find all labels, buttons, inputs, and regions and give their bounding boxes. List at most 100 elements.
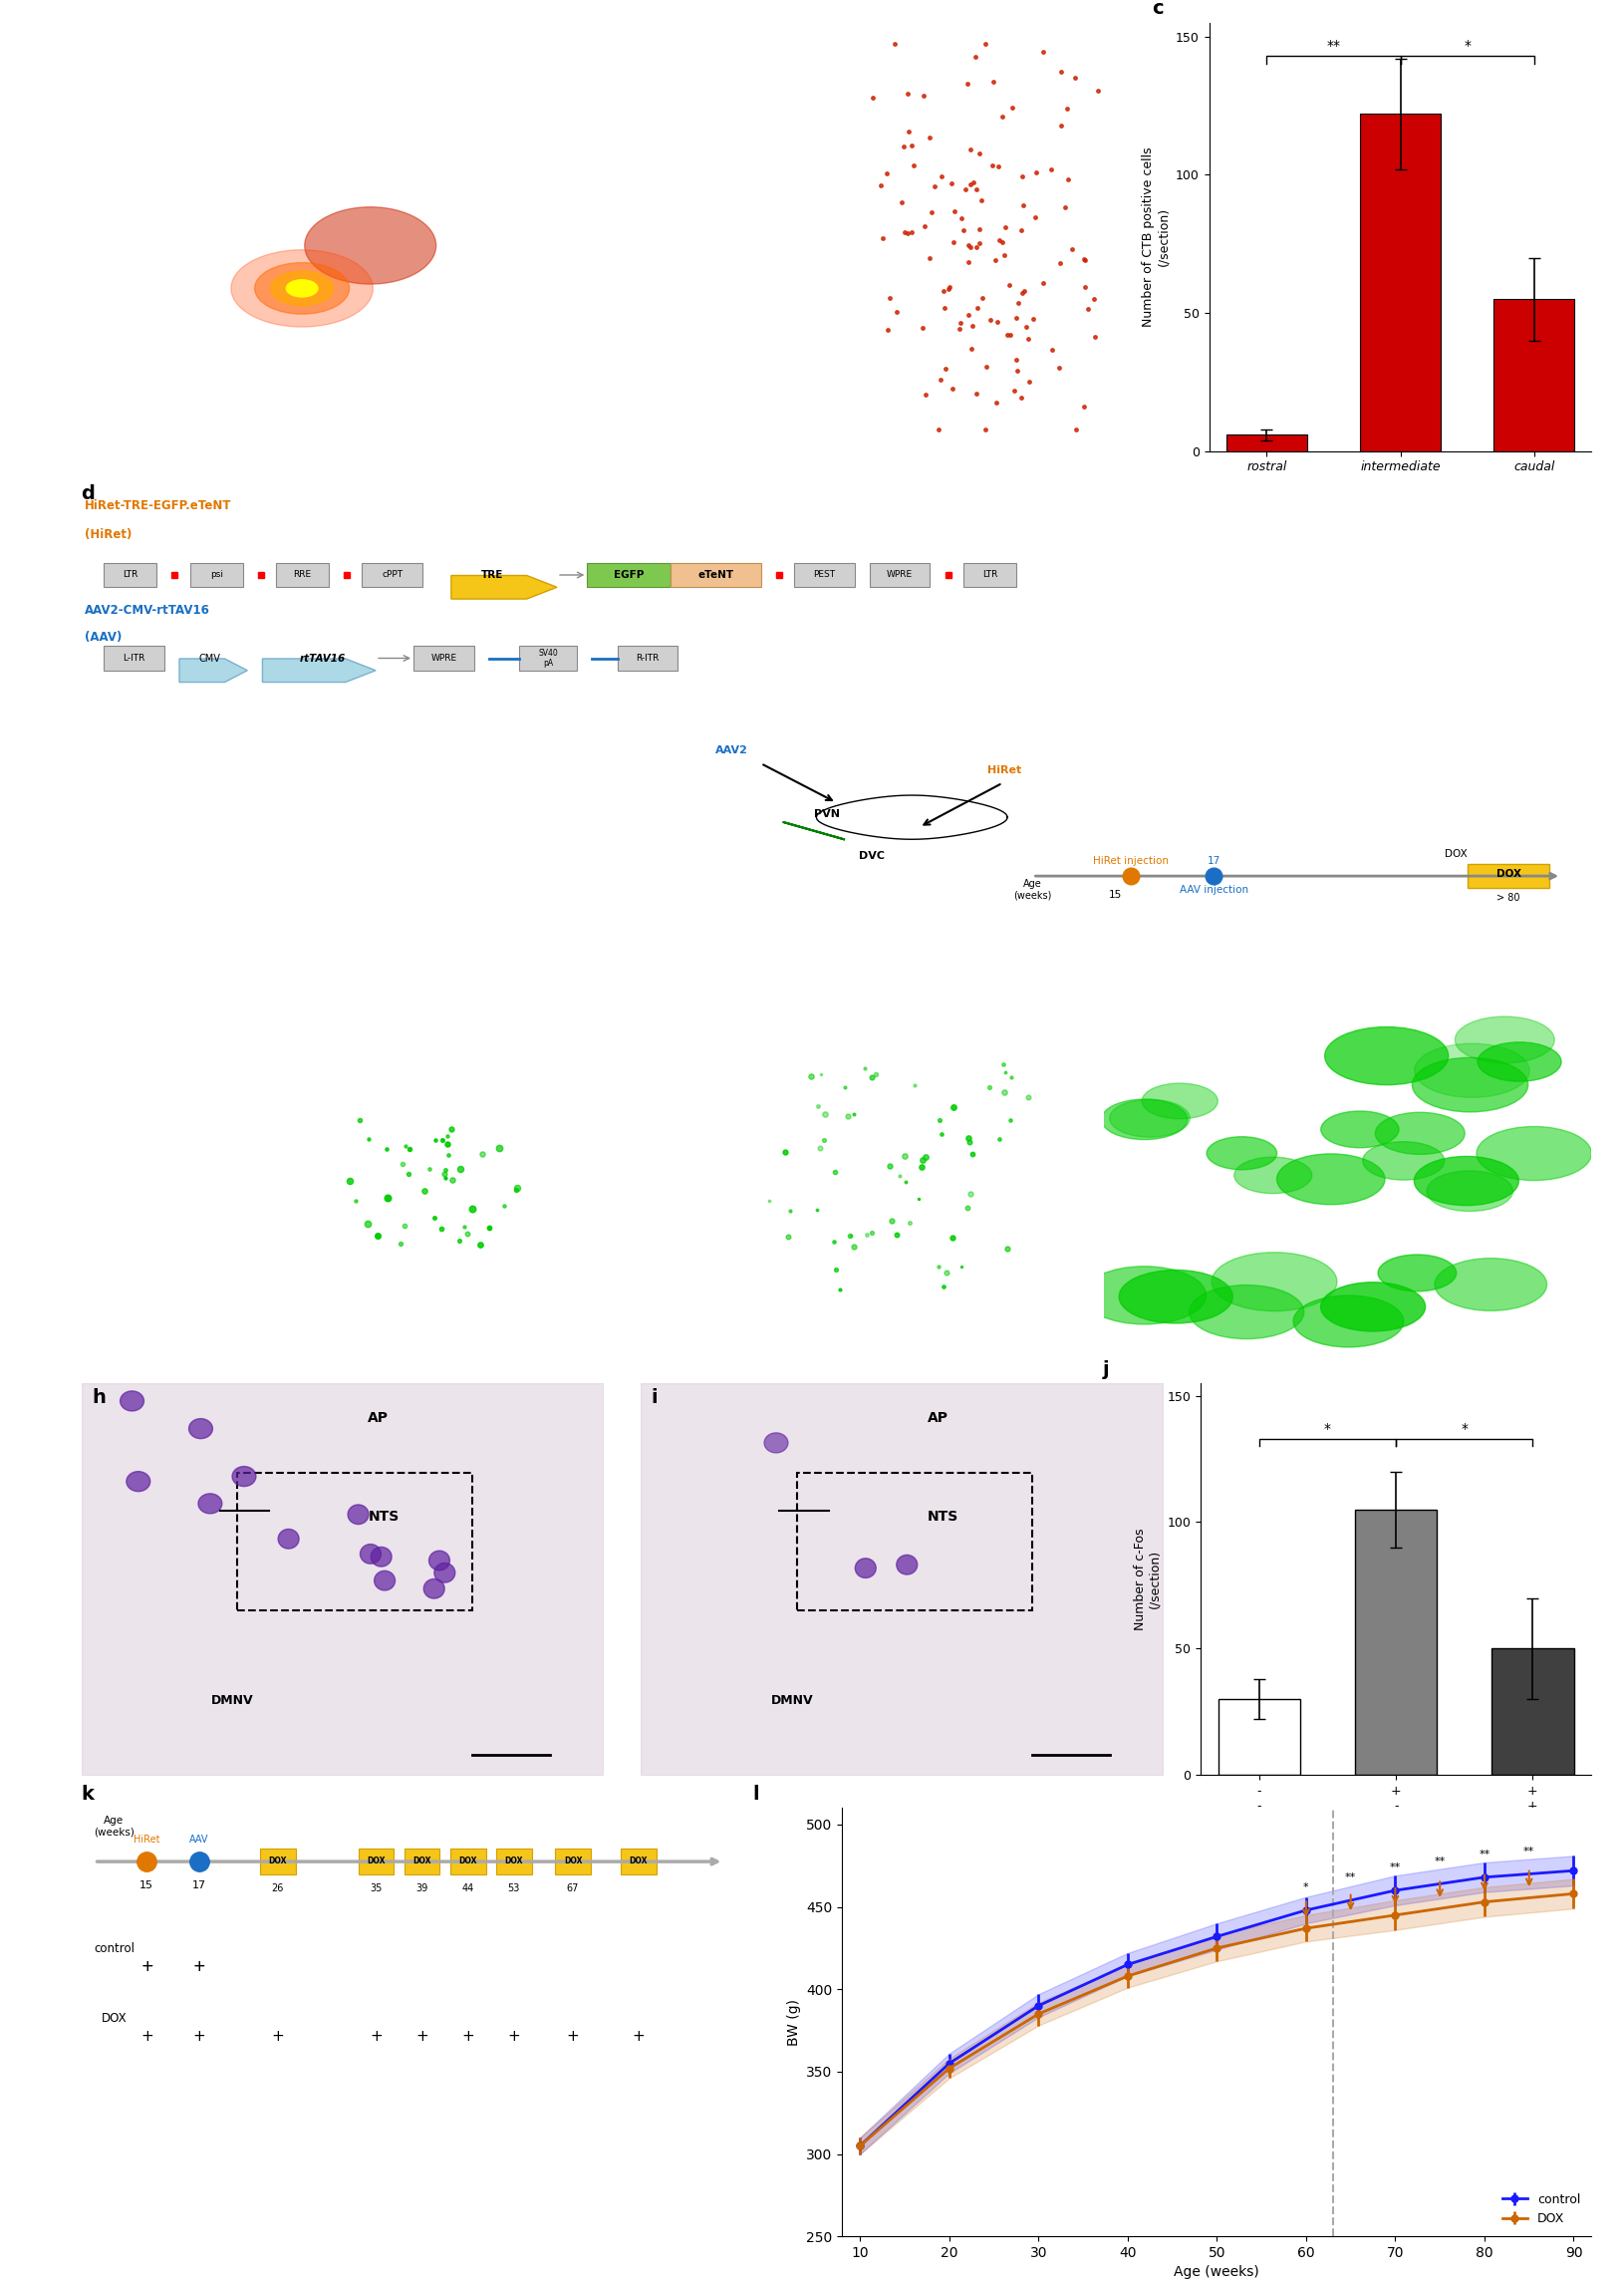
Text: HiRet injection: HiRet injection [1093,856,1169,865]
Text: **: ** [1345,1874,1356,1883]
Text: HiRet: HiRet [133,1835,161,1844]
Ellipse shape [1478,1043,1561,1082]
FancyArrow shape [263,659,375,682]
Text: 53: 53 [508,1883,520,1894]
FancyBboxPatch shape [963,564,1017,586]
Text: EGFP: EGFP [614,570,643,580]
Text: NTS: NTS [369,1508,400,1522]
Text: *: * [1462,1422,1468,1435]
Text: Age
(weeks): Age (weeks) [1013,879,1052,899]
Text: 15: 15 [1109,890,1122,899]
Bar [1492,1648,1574,1775]
Legend: control, DOX: control, DOX [1497,2188,1585,2230]
FancyBboxPatch shape [359,1848,395,1874]
Text: WPRE: WPRE [887,570,913,580]
Ellipse shape [1325,1027,1449,1084]
Ellipse shape [1455,1015,1554,1063]
Text: **: ** [1327,39,1340,52]
Ellipse shape [1379,1255,1457,1292]
Ellipse shape [278,1529,299,1549]
Text: +: + [416,2029,429,2045]
Text: cc: cc [265,242,278,251]
Text: DOX: DOX [101,2013,127,2024]
FancyBboxPatch shape [555,1848,591,1874]
Text: cPPT: cPPT [382,570,403,580]
Text: DOX: DOX [1496,869,1522,879]
Text: HiRet: HiRet [987,764,1021,776]
Bar [1354,1508,1437,1775]
Text: DMNV: DMNV [211,1693,253,1707]
FancyBboxPatch shape [1468,865,1549,888]
Text: +: + [461,2029,474,2045]
FancyBboxPatch shape [276,564,330,586]
FancyBboxPatch shape [794,564,854,586]
Text: b: b [671,41,685,62]
Text: +: + [508,2029,520,2045]
Ellipse shape [286,281,318,297]
X-axis label: Age (weeks): Age (weeks) [1174,2266,1260,2280]
Text: DOX: DOX [564,1858,581,1864]
Text: **: ** [1523,1846,1535,1855]
Text: *: * [1304,1883,1309,1892]
Text: psi: psi [209,570,222,580]
Text: DOX: DOX [412,1858,432,1864]
Ellipse shape [1207,1136,1276,1171]
Text: f: f [617,1020,625,1038]
Text: DOX: DOX [1444,849,1466,860]
Ellipse shape [1413,1057,1528,1111]
Text: +: + [140,2029,153,2045]
Text: g: g [1129,1020,1143,1038]
Ellipse shape [1476,1127,1592,1180]
Text: +: + [193,1960,206,1974]
Bar [1494,299,1574,452]
Bar [739,1109,1007,1280]
Text: 3V: 3V [708,406,729,420]
FancyBboxPatch shape [588,564,671,586]
Ellipse shape [1189,1285,1304,1340]
Text: +: + [632,2029,645,2045]
Text: +: + [193,1960,206,1974]
Text: a: a [107,427,120,447]
Text: AAV2-CMV-rtTAV16: AAV2-CMV-rtTAV16 [84,605,209,616]
Text: HiRet-TRE-EGFP.eTeNT: HiRet-TRE-EGFP.eTeNT [84,500,231,511]
Text: 17: 17 [192,1880,206,1889]
Text: PEST: PEST [814,570,835,580]
FancyBboxPatch shape [497,1848,531,1874]
Text: AAV2: AAV2 [716,746,749,755]
Y-axis label: BW (g): BW (g) [788,1999,801,2045]
Text: 67: 67 [567,1883,580,1894]
Text: d: d [81,484,96,504]
Text: AAV injection: AAV injection [1179,885,1249,895]
Ellipse shape [1119,1271,1233,1324]
Text: +: + [271,2029,284,2045]
Y-axis label: Number of CTB positive cells
(/section): Number of CTB positive cells (/section) [1142,146,1171,326]
Text: 3V: 3V [632,1312,651,1326]
Ellipse shape [1426,1171,1514,1212]
FancyBboxPatch shape [260,1848,296,1874]
Bar [349,1109,525,1253]
Text: k: k [81,1785,94,1803]
Ellipse shape [1320,1111,1398,1148]
Text: 17: 17 [1207,856,1221,865]
FancyBboxPatch shape [404,1848,440,1874]
FancyBboxPatch shape [520,646,577,671]
Ellipse shape [1363,1141,1444,1180]
Bar [797,1474,1031,1611]
Bar [1226,434,1307,452]
FancyArrow shape [179,659,247,682]
Text: AAV: AAV [190,1835,209,1844]
Text: DOX: DOX [367,1858,385,1864]
Text: DOX: DOX [268,1858,287,1864]
Text: DMNV: DMNV [229,304,271,317]
Text: DMNV: DMNV [771,1693,814,1707]
Text: (AAV): (AAV) [84,632,122,644]
Bar [1361,114,1440,452]
Text: DVC: DVC [859,851,885,860]
Text: 3V: 3V [227,1141,247,1155]
FancyBboxPatch shape [362,564,422,586]
Text: NTS: NTS [927,1508,958,1522]
Ellipse shape [348,1504,369,1524]
Ellipse shape [1320,1282,1426,1330]
Ellipse shape [1234,1157,1312,1193]
Ellipse shape [1142,1084,1218,1118]
